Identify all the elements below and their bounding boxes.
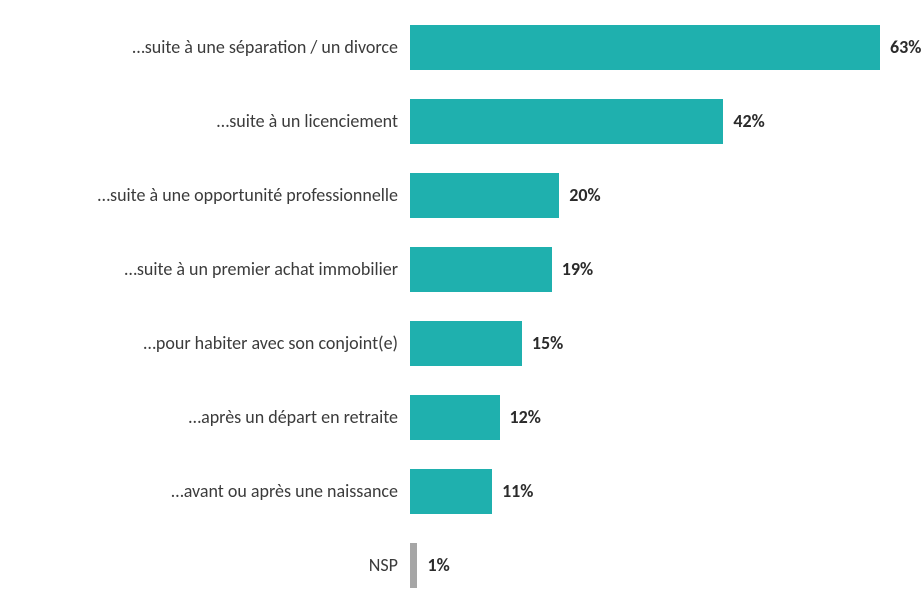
bar-label: …suite à un licenciement — [0, 110, 410, 132]
bar-area: 42% — [410, 84, 923, 158]
bar-label: …suite à une séparation / un divorce — [0, 36, 410, 58]
bar-area: 20% — [410, 158, 923, 232]
bar-label: …après un départ en retraite — [0, 406, 410, 428]
chart-row: …suite à une séparation / un divorce 63% — [0, 10, 923, 84]
bar-value: 63% — [890, 36, 921, 58]
bar — [410, 247, 552, 292]
bar — [410, 395, 500, 440]
bar-area: 63% — [410, 10, 923, 84]
bar-label: …suite à un premier achat immobilier — [0, 258, 410, 280]
bar-value: 20% — [569, 184, 600, 206]
bar — [410, 469, 492, 514]
bar-value: 42% — [733, 110, 764, 132]
chart-row: …avant ou après une naissance 11% — [0, 454, 923, 528]
bar-label: …pour habiter avec son conjoint(e) — [0, 332, 410, 354]
bar-value: 19% — [562, 258, 593, 280]
bar — [410, 25, 880, 70]
bar — [410, 321, 522, 366]
bar-area: 11% — [410, 454, 923, 528]
bar-label: NSP — [0, 554, 410, 576]
bar-value: 12% — [510, 406, 541, 428]
bar-label: …avant ou après une naissance — [0, 480, 410, 502]
chart-row: …pour habiter avec son conjoint(e) 15% — [0, 306, 923, 380]
bar-label: …suite à une opportunité professionnelle — [0, 184, 410, 206]
chart-row: …suite à un licenciement 42% — [0, 84, 923, 158]
chart-row: …suite à une opportunité professionnelle… — [0, 158, 923, 232]
horizontal-bar-chart: …suite à une séparation / un divorce63%…… — [0, 0, 923, 604]
chart-row: …après un départ en retraite 12% — [0, 380, 923, 454]
bar — [410, 173, 559, 218]
bar-nsp — [410, 543, 417, 588]
chart-row: NSP 1% — [0, 528, 923, 602]
bar-area: 12% — [410, 380, 923, 454]
bar-area: 1% — [410, 528, 923, 602]
bar-area: 15% — [410, 306, 923, 380]
chart-row: …suite à un premier achat immobilier 19% — [0, 232, 923, 306]
bar-area: 19% — [410, 232, 923, 306]
bar — [410, 99, 723, 144]
bar-value: 11% — [502, 480, 533, 502]
bar-value: 15% — [532, 332, 563, 354]
bar-value: 1% — [427, 554, 449, 576]
